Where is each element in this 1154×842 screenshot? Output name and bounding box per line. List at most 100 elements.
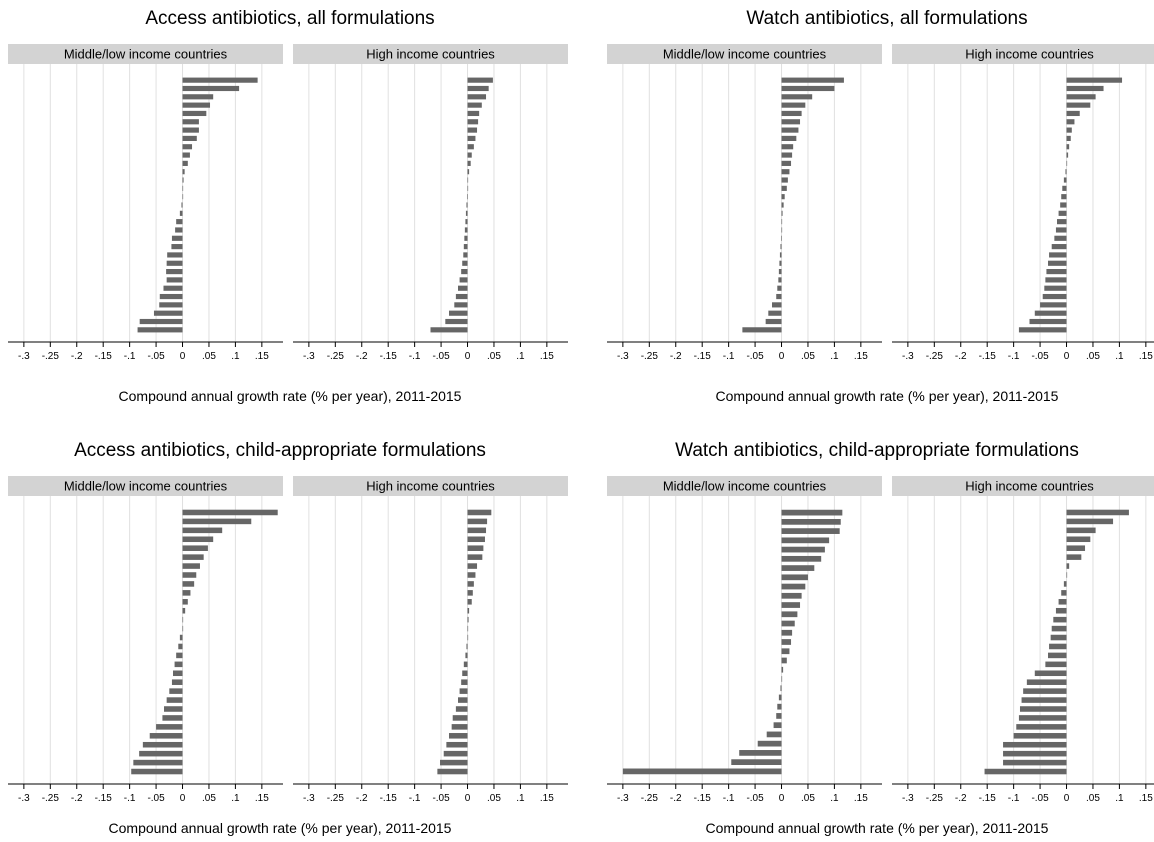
bar: [778, 269, 782, 275]
bar: [781, 144, 794, 150]
bar: [452, 715, 468, 721]
bar: [467, 77, 493, 83]
bar: [1061, 590, 1067, 596]
facet-strip: [607, 476, 882, 496]
bar: [467, 616, 469, 623]
bar: [781, 611, 798, 618]
bar: [175, 227, 183, 233]
bar: [1066, 545, 1086, 551]
bar: [781, 219, 783, 225]
bar: [781, 160, 792, 166]
bar: [466, 194, 468, 200]
bar: [1013, 733, 1067, 739]
bar: [467, 581, 474, 587]
bar: [781, 602, 801, 608]
bar: [463, 244, 468, 250]
bar: [467, 563, 478, 569]
bar: [467, 169, 470, 175]
bar: [778, 277, 782, 283]
bar: [182, 518, 252, 525]
bar: [182, 94, 214, 100]
bar: [163, 285, 183, 291]
x-tick-label: -.3: [18, 793, 30, 804]
x-tick-label: .05: [1086, 351, 1100, 362]
bar: [182, 572, 197, 578]
facet-strip: [293, 476, 568, 496]
bar: [1066, 527, 1096, 534]
x-tick-label: .15: [540, 793, 554, 804]
x-tick-label: -.15: [694, 351, 712, 362]
x-tick-label: .05: [487, 793, 501, 804]
bar: [182, 554, 204, 560]
bar: [1066, 509, 1129, 516]
bar: [467, 185, 469, 191]
bar: [449, 733, 468, 739]
bar: [455, 706, 468, 712]
facet-strip-label: Middle/low income countries: [64, 479, 228, 494]
bar: [166, 277, 183, 283]
facet-strip: [8, 44, 283, 64]
bar: [1016, 724, 1067, 730]
bar: [182, 185, 184, 191]
bar: [781, 518, 841, 525]
bar: [139, 318, 183, 325]
x-tick-label: -.15: [95, 351, 113, 362]
bar: [781, 620, 795, 627]
bar: [467, 152, 472, 158]
x-tick-label: 0: [180, 793, 186, 804]
x-tick-label: .1: [231, 351, 240, 362]
bar: [1066, 144, 1070, 150]
bar: [167, 252, 183, 258]
bar: [131, 768, 183, 775]
facet-strip: [892, 44, 1154, 64]
bar: [182, 509, 278, 516]
x-tick-label: .1: [1115, 793, 1124, 804]
bar: [182, 177, 184, 183]
x-tick-label: .1: [830, 793, 839, 804]
facet-strip-label: High income countries: [366, 47, 495, 62]
bar: [1055, 607, 1067, 614]
bar: [164, 706, 183, 712]
x-tick-label: -.05: [746, 351, 764, 362]
bar: [1040, 302, 1067, 308]
bar: [773, 722, 782, 729]
panel-title-watch-child: Watch antibiotics, child-appropriate for…: [675, 440, 1079, 461]
bar: [1042, 293, 1067, 300]
x-tick-label: -.3: [617, 351, 629, 362]
bar: [1066, 152, 1069, 158]
x-tick-label: .15: [854, 793, 868, 804]
bar: [443, 750, 468, 757]
bar: [467, 110, 480, 117]
x-tick-label: 0: [779, 793, 785, 804]
bar: [781, 648, 790, 655]
x-tick-label: .15: [540, 351, 554, 362]
bar: [781, 227, 783, 233]
bar: [1060, 202, 1067, 208]
bar: [781, 135, 797, 141]
bar: [622, 768, 782, 775]
bar: [1054, 235, 1067, 241]
bar: [467, 85, 489, 92]
bar: [781, 583, 806, 590]
bar: [182, 527, 223, 534]
x-tick-label: -.05: [432, 351, 450, 362]
bar: [459, 688, 468, 694]
bar: [467, 634, 469, 641]
bar: [766, 731, 782, 738]
bar: [182, 590, 191, 596]
x-tick-label: -.1: [124, 351, 136, 362]
x-tick-label: .05: [487, 351, 501, 362]
x-axis-label-access-all: Compound annual growth rate (% per year)…: [118, 388, 462, 404]
facet-strip: [293, 44, 568, 64]
bar: [182, 127, 199, 133]
x-tick-label: -.3: [303, 793, 315, 804]
x-tick-label: .1: [1115, 351, 1124, 362]
bar: [1044, 285, 1067, 291]
bar: [437, 768, 468, 775]
bar: [465, 210, 468, 216]
bar: [1058, 599, 1067, 605]
bar: [159, 293, 183, 300]
bar: [780, 244, 782, 250]
bar: [467, 94, 487, 100]
facet-strip: [607, 44, 882, 64]
